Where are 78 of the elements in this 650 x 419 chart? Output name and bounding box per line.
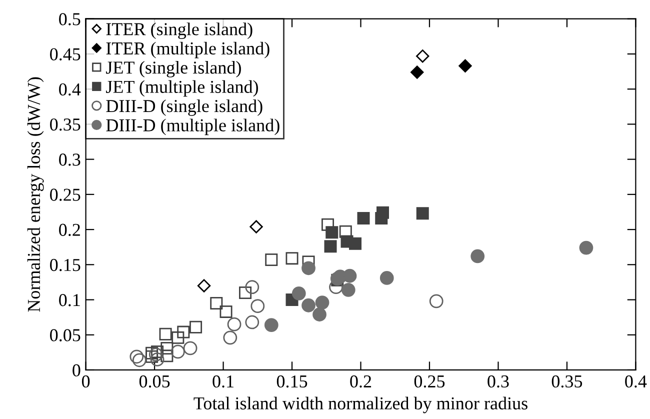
y-tick-label: 0.25	[50, 188, 80, 201]
point	[322, 218, 334, 231]
point	[146, 346, 158, 360]
y-tick-label: 0.4	[59, 83, 81, 96]
point	[159, 328, 172, 340]
x-tick-label: 0	[82, 375, 90, 388]
point	[183, 341, 198, 356]
point	[132, 353, 146, 368]
point	[315, 296, 330, 310]
point	[357, 212, 370, 225]
y-tick-label: 0.05	[50, 329, 80, 342]
y-tick-label: 0.3	[59, 154, 80, 166]
x-tick-label: 0.4	[625, 375, 647, 388]
point	[245, 315, 260, 330]
x-tick-label: 0.25	[414, 375, 445, 388]
y-tick-label: 0.1	[59, 294, 80, 306]
point	[130, 350, 144, 364]
x-tick-label: 0.3	[488, 375, 509, 388]
point	[250, 220, 263, 234]
y-tick-label: 0.35	[50, 118, 80, 131]
point	[579, 240, 594, 255]
point	[265, 253, 278, 266]
point	[250, 299, 265, 314]
legend-label: JET (multiple island)	[106, 80, 258, 97]
point	[416, 49, 430, 63]
x-tick-label: 0.05	[139, 375, 170, 388]
point	[416, 207, 429, 220]
legend-label: DIII-D (multiple island)	[106, 118, 280, 136]
x-tick-label: 0.2	[350, 375, 372, 388]
point	[329, 280, 343, 294]
point	[342, 268, 357, 283]
point	[172, 331, 184, 344]
point	[326, 226, 338, 239]
point	[264, 318, 278, 332]
point	[210, 297, 223, 310]
point	[376, 206, 389, 219]
point	[170, 344, 185, 359]
point	[190, 320, 202, 334]
legend-label: DIII-D (single island)	[106, 99, 262, 116]
point	[324, 240, 337, 253]
y-tick-label: 0.45	[50, 48, 80, 60]
point	[177, 326, 190, 338]
point	[239, 286, 252, 299]
legend-label: ITER (multiple island)	[106, 42, 270, 58]
point	[292, 286, 306, 300]
legend-label: JET (single island)	[106, 61, 241, 78]
x-axis-title: Total island width normalized by minor radius	[194, 396, 528, 414]
point	[150, 352, 164, 366]
y-tick-label: 0.5	[59, 13, 80, 26]
y-tick-label: 0.15	[50, 258, 80, 272]
point	[245, 280, 260, 294]
point	[341, 282, 356, 297]
y-tick-label: 0.2	[59, 224, 80, 236]
point	[146, 350, 158, 363]
y-tick-label: 0	[72, 364, 80, 376]
point	[302, 261, 316, 276]
legend-label: ITER (single island)	[106, 22, 252, 39]
point	[312, 308, 326, 322]
x-tick-label: 0.1	[212, 375, 234, 388]
point	[160, 350, 174, 362]
x-tick-label: 0.15	[276, 375, 308, 388]
point	[349, 237, 362, 250]
point	[302, 298, 316, 312]
point	[148, 348, 163, 362]
x-tick-label: 0.35	[552, 375, 582, 388]
point	[151, 345, 164, 358]
point	[339, 225, 352, 238]
point	[410, 66, 424, 79]
point	[227, 317, 242, 332]
point	[380, 271, 394, 285]
point	[220, 305, 232, 318]
y-axis-title: Normalized energy loss (dW/W)	[27, 77, 44, 312]
point	[223, 330, 238, 345]
point	[197, 279, 211, 292]
point	[429, 294, 444, 308]
point	[470, 249, 485, 264]
point	[286, 252, 298, 265]
point	[458, 59, 472, 72]
